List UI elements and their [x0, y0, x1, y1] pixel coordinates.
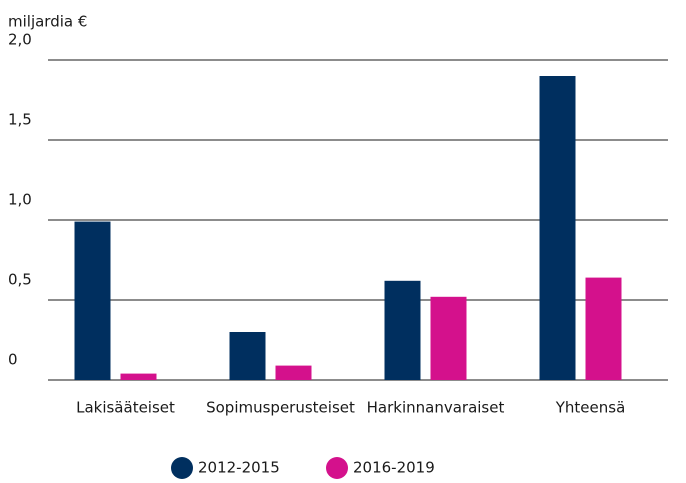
legend-swatch: [326, 457, 348, 479]
y-axis-label: miljardia €: [8, 13, 87, 31]
bar: [430, 296, 467, 380]
bar: [120, 373, 157, 380]
x-tick-label: Sopimusperusteiset: [206, 399, 355, 417]
y-tick-label: 1,5: [8, 111, 32, 129]
x-tick-label: Yhteensä: [555, 399, 626, 417]
y-tick-label: 0,5: [8, 271, 32, 289]
y-tick-label: 2,0: [8, 31, 32, 49]
bar: [539, 76, 576, 380]
y-tick-label: 0: [8, 351, 18, 369]
y-tick-label: 1,0: [8, 191, 32, 209]
bar: [229, 332, 266, 380]
x-tick-label: Lakisääteiset: [76, 399, 175, 417]
bar: [384, 280, 421, 380]
legend-label: 2016-2019: [353, 459, 435, 477]
bar: [275, 365, 312, 380]
x-tick-label: Harkinnanvaraiset: [367, 399, 505, 417]
legend-label: 2012-2015: [198, 459, 280, 477]
legend-swatch: [171, 457, 193, 479]
bar: [585, 277, 622, 380]
bar: [74, 221, 111, 380]
